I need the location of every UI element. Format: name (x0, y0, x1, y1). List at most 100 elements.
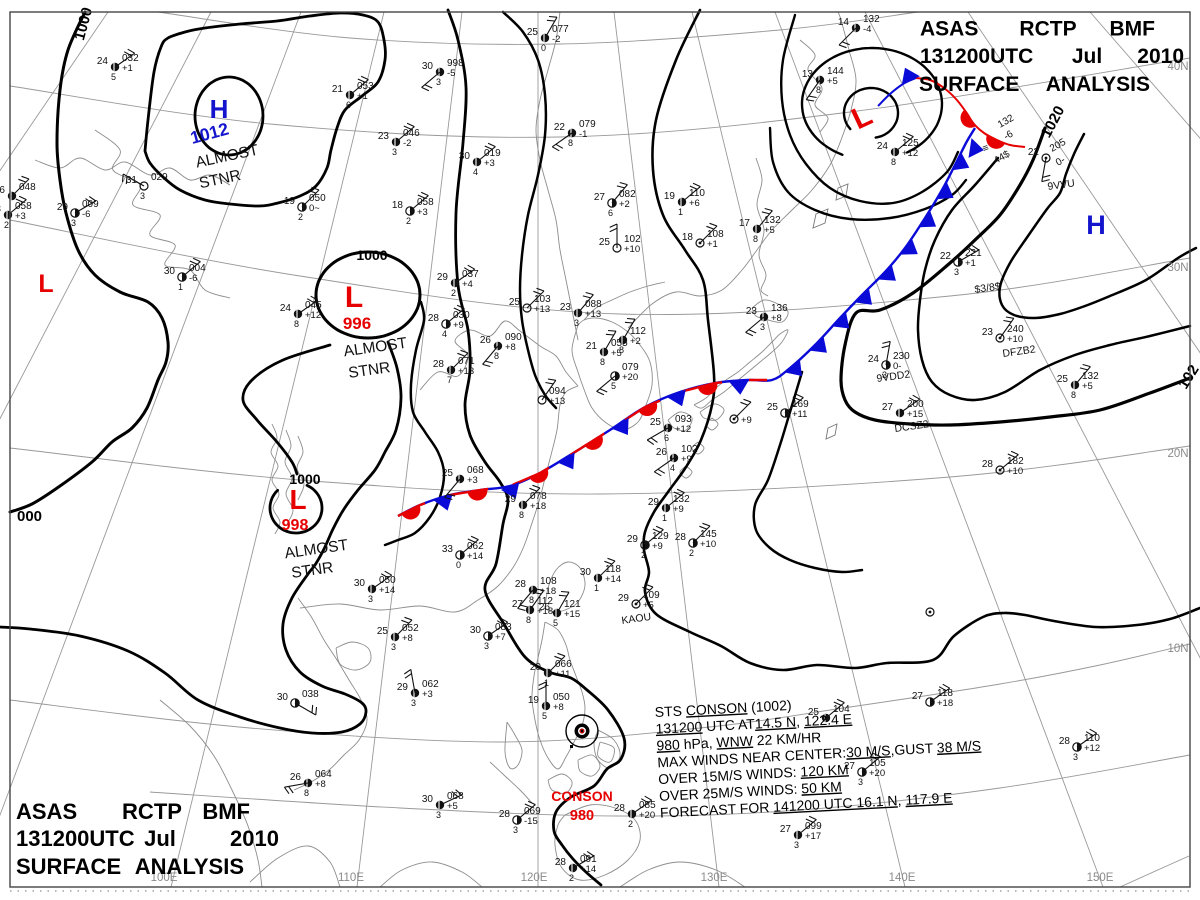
svg-text:1: 1 (594, 583, 599, 593)
svg-text:+10: +10 (1007, 466, 1023, 477)
svg-text:+18: +18 (537, 606, 553, 617)
svg-text:23: 23 (746, 306, 758, 317)
svg-text:3: 3 (436, 77, 441, 87)
svg-text:30: 30 (422, 61, 434, 72)
svg-text:28: 28 (428, 313, 440, 324)
svg-text:029: 029 (151, 172, 168, 183)
svg-text:3: 3 (1073, 752, 1078, 762)
svg-text:+1: +1 (357, 91, 368, 102)
svg-text:3: 3 (760, 322, 765, 332)
svg-text:14: 14 (838, 17, 850, 28)
svg-text:140E: 140E (889, 872, 916, 884)
svg-text:102: 102 (624, 234, 641, 245)
svg-text:062: 062 (422, 679, 439, 690)
svg-text:+9: +9 (453, 320, 464, 331)
svg-text:26: 26 (290, 772, 302, 783)
svg-text:8: 8 (529, 595, 534, 605)
svg-text:3: 3 (71, 218, 76, 228)
svg-text:+17: +17 (805, 831, 821, 842)
svg-text:27: 27 (780, 824, 792, 835)
svg-text:980: 980 (570, 808, 594, 824)
svg-text:100E: 100E (151, 872, 178, 884)
svg-text:150E: 150E (1087, 872, 1114, 884)
svg-text:22: 22 (1028, 147, 1040, 158)
svg-text:30: 30 (422, 794, 434, 805)
svg-text:+9: +9 (681, 454, 692, 465)
svg-text:105: 105 (869, 758, 886, 769)
svg-text:+3: +3 (422, 689, 433, 700)
svg-text:30: 30 (354, 578, 366, 589)
svg-text:≡: ≡ (981, 142, 990, 154)
svg-text:8: 8 (568, 138, 573, 148)
svg-text:182: 182 (1007, 456, 1024, 467)
svg-text:Jul: Jul (144, 826, 176, 851)
svg-text:131200UTC: 131200UTC (16, 826, 135, 851)
svg-text:082: 082 (619, 189, 636, 200)
svg-text:24: 24 (877, 141, 889, 152)
svg-text:29: 29 (57, 202, 69, 213)
svg-text:8: 8 (619, 345, 624, 355)
svg-text:3: 3 (513, 825, 518, 835)
svg-text:+5: +5 (1082, 381, 1093, 392)
svg-text:ANALYSIS: ANALYSIS (1046, 73, 1150, 96)
svg-text:+5: +5 (611, 348, 622, 359)
svg-text:29: 29 (618, 593, 630, 604)
svg-text:050: 050 (379, 575, 396, 586)
svg-text:28: 28 (1059, 736, 1071, 747)
svg-text:120E: 120E (521, 872, 548, 884)
svg-text:25: 25 (767, 402, 779, 413)
svg-text:132: 132 (673, 494, 690, 505)
svg-text:+18: +18 (530, 501, 546, 512)
svg-text:230: 230 (893, 351, 910, 362)
svg-text:052: 052 (402, 623, 419, 634)
svg-text:22: 22 (940, 251, 952, 262)
svg-text:2: 2 (641, 550, 646, 560)
svg-text:8: 8 (891, 157, 896, 167)
svg-text:+8: +8 (771, 313, 782, 324)
svg-text:3: 3 (882, 370, 887, 380)
svg-text:068: 068 (447, 791, 464, 802)
svg-text:093: 093 (675, 414, 692, 425)
svg-text:3: 3 (858, 777, 863, 787)
svg-text:+13: +13 (534, 304, 550, 315)
svg-text:+5: +5 (447, 801, 458, 812)
svg-text:109: 109 (643, 590, 660, 601)
svg-text:200: 200 (907, 399, 924, 410)
svg-text:3: 3 (140, 191, 145, 201)
svg-text:CONSON: CONSON (551, 788, 612, 804)
svg-text:0: 0 (456, 560, 461, 570)
svg-text:+8: +8 (553, 702, 564, 713)
svg-text:998: 998 (282, 517, 309, 534)
svg-text:3: 3 (574, 318, 579, 328)
svg-text:+4: +4 (462, 279, 473, 290)
svg-text:169: 169 (792, 399, 809, 410)
svg-text:3: 3 (391, 642, 396, 652)
svg-text:DCSZ2: DCSZ2 (894, 418, 930, 435)
svg-text:088: 088 (585, 299, 602, 310)
svg-text:L: L (345, 281, 363, 314)
svg-text:+6: +6 (689, 198, 700, 209)
svg-text:038: 038 (302, 689, 319, 700)
svg-text:26: 26 (0, 185, 5, 196)
svg-text:032: 032 (122, 53, 139, 64)
svg-text:+10: +10 (624, 244, 640, 255)
svg-text:058: 058 (15, 201, 32, 212)
svg-text:079: 079 (579, 119, 596, 130)
svg-text:030: 030 (453, 310, 470, 321)
svg-text:145: 145 (700, 529, 717, 540)
svg-text:STNR: STNR (347, 359, 391, 382)
svg-text:H: H (1086, 210, 1106, 240)
svg-text:+13: +13 (585, 309, 601, 320)
svg-text:050: 050 (553, 692, 570, 703)
svg-text:8: 8 (753, 234, 758, 244)
svg-text:+9: +9 (652, 541, 663, 552)
svg-text:996: 996 (343, 314, 371, 333)
svg-text:1000: 1000 (289, 471, 320, 487)
svg-text:+14: +14 (580, 864, 596, 875)
svg-text:8: 8 (494, 351, 499, 361)
svg-text:30: 30 (164, 266, 176, 277)
svg-text:9VDD2: 9VDD2 (876, 368, 911, 385)
svg-text:ASAS: ASAS (16, 799, 77, 824)
svg-text:29: 29 (648, 497, 660, 508)
svg-text:23: 23 (560, 302, 572, 313)
